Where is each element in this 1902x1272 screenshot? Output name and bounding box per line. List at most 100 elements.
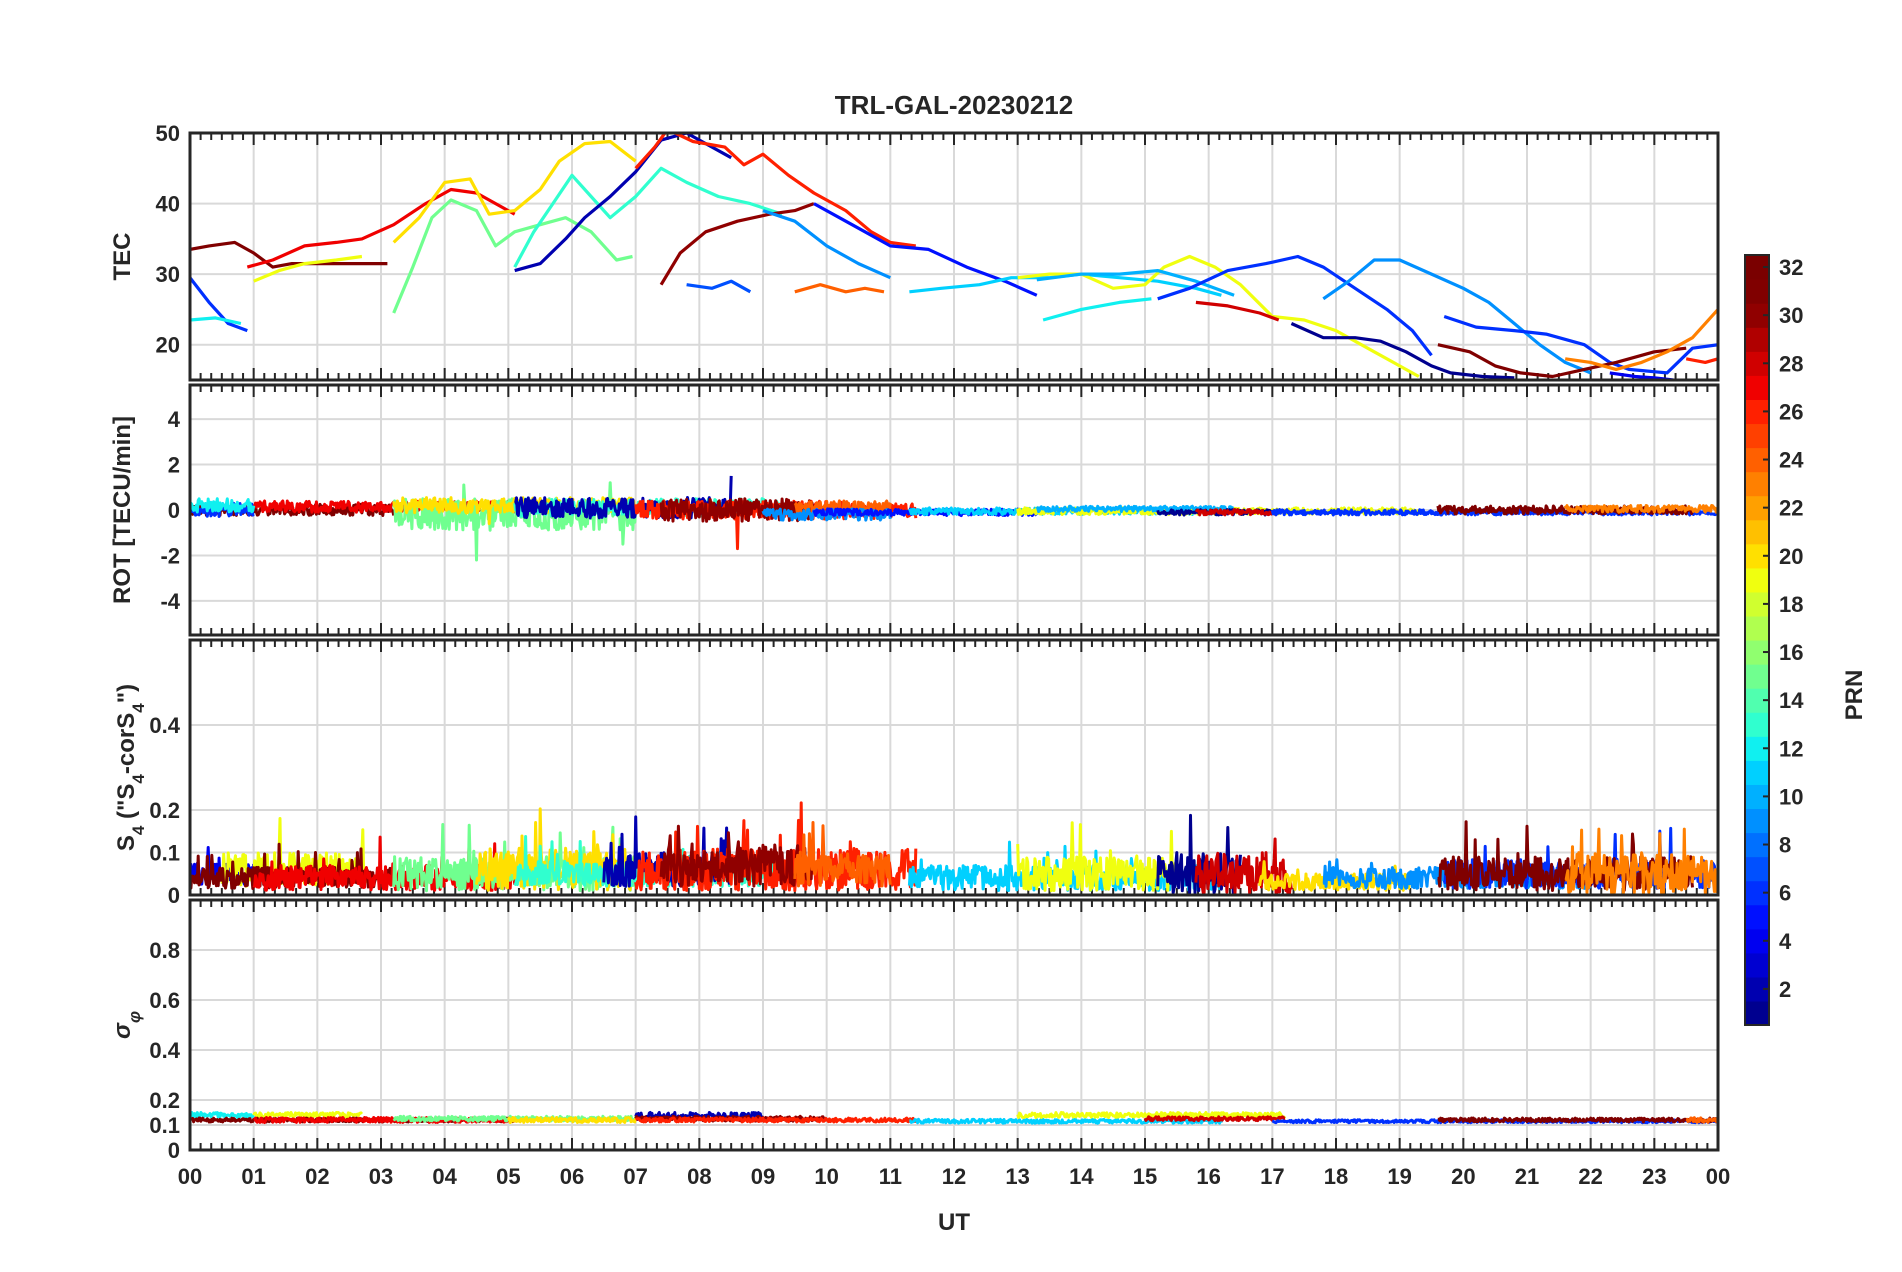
series-prn-19 xyxy=(1016,821,1179,893)
y-tick-label: 0.2 xyxy=(149,1088,180,1113)
y-tick-label: 20 xyxy=(156,333,180,358)
x-tick-label: 00 xyxy=(178,1164,202,1189)
y-tick-label: 0 xyxy=(168,1138,180,1163)
series-group xyxy=(190,133,1718,380)
series-prn-12 xyxy=(1042,297,1152,322)
panel-s4: 00.10.20.4S4 ("S4-corS4") xyxy=(113,638,1720,908)
series-prn-23 xyxy=(1563,504,1718,514)
series-prn-30 xyxy=(659,202,815,286)
colorbar-swatch xyxy=(1745,664,1769,689)
y-tick-label: 4 xyxy=(168,407,181,432)
series-prn-26 xyxy=(634,1116,918,1124)
series-prn-6 xyxy=(190,276,248,333)
colorbar-swatch xyxy=(1745,856,1769,882)
y-tick-label: 0.1 xyxy=(149,841,180,866)
y-axis-label-part: S xyxy=(113,835,140,851)
x-tick-label: 10 xyxy=(814,1164,838,1189)
colorbar-tick-label: 12 xyxy=(1779,736,1803,761)
colorbar-tick-label: 28 xyxy=(1779,351,1803,376)
panel-rot: -4 -2 0 2 4 ROT [TECU/min] xyxy=(109,383,1720,637)
series-prn-24 xyxy=(793,821,892,888)
colorbar-tick-label: 14 xyxy=(1779,688,1804,713)
colorbar-label: PRN xyxy=(1841,670,1868,721)
series-prn-15 xyxy=(392,481,638,562)
colorbar-tick-label: 16 xyxy=(1779,640,1803,665)
x-axis-label: UT xyxy=(938,1209,970,1236)
y-axis-label: TEC xyxy=(109,233,136,281)
series-prn-12 xyxy=(190,1111,255,1119)
y-tick-label: 0 xyxy=(168,498,180,523)
colorbar-tick-label: 30 xyxy=(1779,303,1803,328)
x-tick-label: 20 xyxy=(1451,1164,1475,1189)
series-group xyxy=(190,1111,1718,1125)
series-prn-30 xyxy=(659,497,816,523)
series-prn-28 xyxy=(1194,508,1281,517)
y-axis-label-part: 4 xyxy=(129,825,148,835)
y-tick-label: 0.8 xyxy=(149,938,180,963)
x-tick-label: 15 xyxy=(1133,1164,1157,1189)
series-prn-27 xyxy=(246,187,516,269)
colorbar-swatch xyxy=(1745,760,1769,785)
series-prn-31 xyxy=(190,240,388,269)
series-group xyxy=(190,801,1718,895)
colorbar-frame xyxy=(1744,254,1770,1026)
colorbar-swatch xyxy=(1745,327,1769,352)
panel-frame xyxy=(188,898,1720,1152)
x-tick-label: 13 xyxy=(1005,1164,1029,1189)
series-prn-20 xyxy=(506,1116,638,1124)
colorbar-tick-label: 32 xyxy=(1779,255,1803,280)
series-prn-12 xyxy=(190,316,242,326)
y-axis-label-part: ("S xyxy=(113,784,140,826)
colorbar-tick-label: 8 xyxy=(1779,833,1791,858)
series-prn-19 xyxy=(1017,254,1420,378)
x-tick-label: 12 xyxy=(942,1164,966,1189)
x-tick-label: 05 xyxy=(496,1164,520,1189)
y-tick-label: 50 xyxy=(156,121,180,146)
colorbar-tick-label: 24 xyxy=(1779,448,1804,473)
colorbar-swatch xyxy=(1745,567,1769,593)
x-tick-label: 17 xyxy=(1260,1164,1284,1189)
x-tick-label: 16 xyxy=(1196,1164,1220,1189)
x-tick-label: 23 xyxy=(1642,1164,1666,1189)
x-tick-label: 09 xyxy=(751,1164,775,1189)
y-tick-label: 0.4 xyxy=(149,713,180,738)
colorbar-swatch xyxy=(1745,375,1769,400)
series-prn-15 xyxy=(392,198,633,314)
y-axis-label-part: φ xyxy=(125,1011,144,1023)
series-prn-19 xyxy=(1016,1111,1287,1119)
series-prn-19 xyxy=(252,1111,364,1119)
y-tick-label: 0.1 xyxy=(149,1113,180,1138)
y-axis-label-part: ") xyxy=(113,684,140,703)
colorbar-swatch xyxy=(1745,712,1769,737)
series-prn-20 xyxy=(392,139,637,244)
x-tick-label: 19 xyxy=(1387,1164,1411,1189)
y-tick-label: -4 xyxy=(160,589,180,614)
x-tick-label: 00 xyxy=(1706,1164,1730,1189)
x-tick-label: 21 xyxy=(1515,1164,1539,1189)
x-tick-label: 08 xyxy=(687,1164,711,1189)
colorbar-tick-label: 10 xyxy=(1779,784,1803,809)
colorbar-swatch xyxy=(1745,615,1769,641)
series-prn-19 xyxy=(253,254,363,283)
colorbar-tick-label: 18 xyxy=(1779,592,1803,617)
x-tick-label: 03 xyxy=(369,1164,393,1189)
y-tick-label: 40 xyxy=(156,192,180,217)
panel-frame xyxy=(188,383,1720,637)
panel-frame xyxy=(188,131,1720,382)
series-prn-6 xyxy=(1157,254,1433,357)
panel-sigma: 00.10.2 0.4 0.6 0.8 σφ xyxy=(109,898,1720,1163)
y-tick-label: 2 xyxy=(168,453,180,478)
x-tick-label: 06 xyxy=(560,1164,584,1189)
colorbar-swatch xyxy=(1745,279,1769,304)
series-prn-30 xyxy=(659,824,816,888)
colorbar-tick-label: 4 xyxy=(1779,929,1792,954)
colorbar-tick-label: 22 xyxy=(1779,496,1803,521)
colorbar-swatch xyxy=(1745,952,1769,978)
x-tick-label: 01 xyxy=(241,1164,265,1189)
x-tick-label: 04 xyxy=(432,1164,457,1189)
series-prn-31 xyxy=(1437,1116,1718,1124)
y-tick-label: 0 xyxy=(168,883,180,908)
y-axis-label-part: 4 xyxy=(129,703,148,713)
